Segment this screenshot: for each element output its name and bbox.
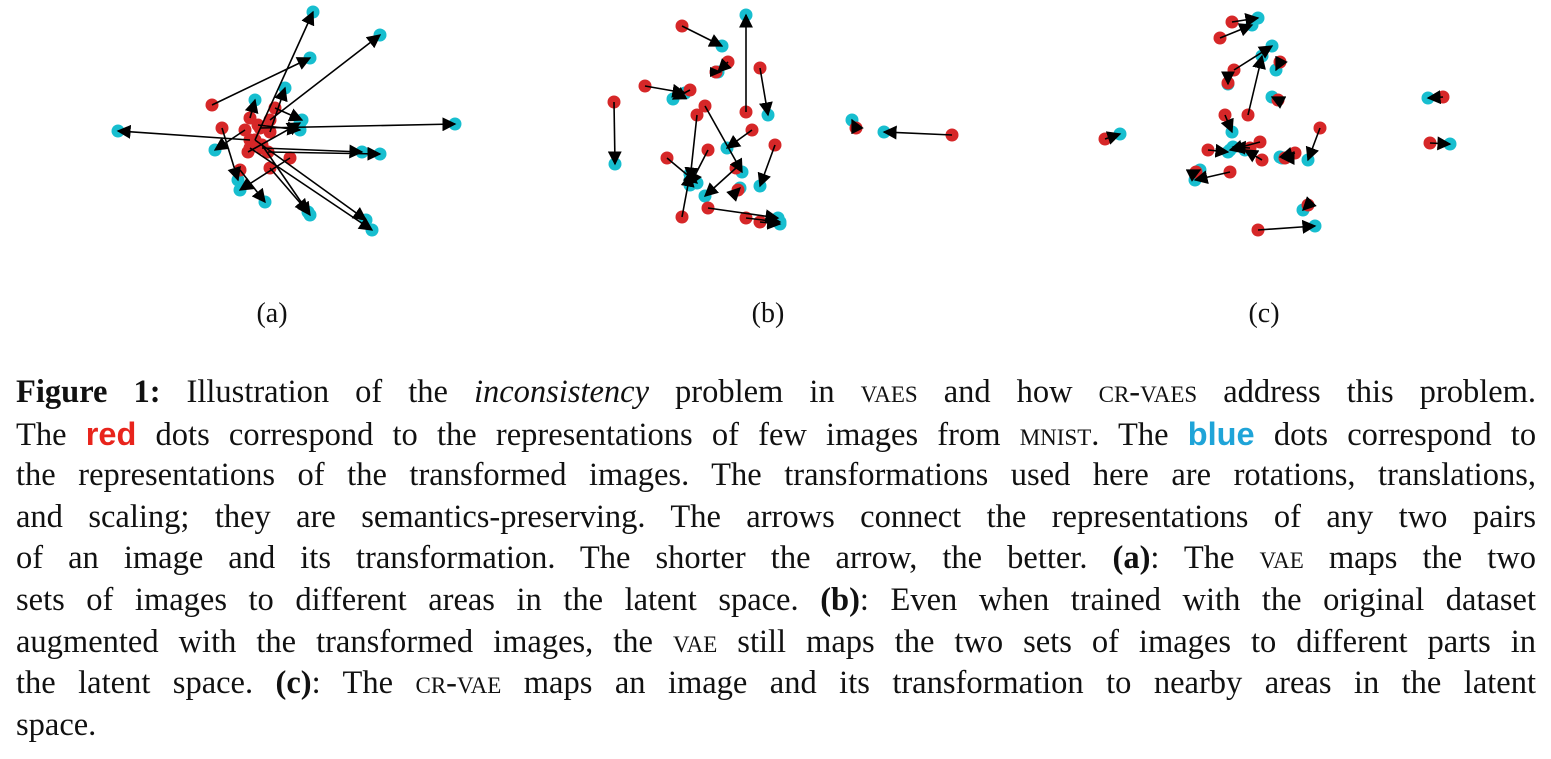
pair-arrow <box>259 117 457 132</box>
pair-arrow <box>1243 149 1263 163</box>
pair-arrow <box>1185 169 1202 182</box>
pair-arrow <box>267 146 382 161</box>
pair-arrow <box>238 157 291 191</box>
caption-line-3: the representations of the transformed i… <box>16 457 1536 494</box>
pair-arrow <box>1207 143 1230 158</box>
figure-caption: Figure 1: Illustration of the inconsiste… <box>16 372 1536 746</box>
figure-label: Figure 1: <box>16 374 161 410</box>
pair-arrow <box>254 10 315 141</box>
pair-arrow <box>261 144 364 159</box>
panel-label-a: (a) <box>256 298 288 329</box>
pair-arrow <box>269 167 309 214</box>
pair-arrow <box>671 86 691 100</box>
original-point <box>215 121 229 135</box>
caption-line-7: augmented with the transformed images, t… <box>16 623 1537 660</box>
pair-arrow <box>269 86 288 133</box>
panel-label-b: (b) <box>751 298 785 329</box>
caption-line-1: Figure 1: Illustration of the inconsiste… <box>16 374 1537 410</box>
pair-arrow <box>1305 127 1321 162</box>
pair-arrow <box>681 25 724 47</box>
panel-a-plot <box>111 5 462 237</box>
pair-arrow <box>1231 140 1251 155</box>
panel-b-plot <box>607 8 959 231</box>
pair-arrow <box>269 34 382 121</box>
pair-arrow <box>607 101 622 166</box>
pair-arrow <box>717 58 732 73</box>
pair-arrow <box>247 122 302 153</box>
caption-line-8: the latent space. (c): The cr-vae maps a… <box>16 665 1536 702</box>
pair-arrow <box>116 124 251 141</box>
pair-arrow <box>726 187 741 202</box>
pair-arrow <box>1302 196 1317 211</box>
caption-line-2: The red dots correspond to the represent… <box>16 415 1537 453</box>
pair-arrow <box>254 139 368 221</box>
pair-arrow <box>703 167 737 197</box>
pair-arrow <box>211 57 312 106</box>
pair-arrow <box>1257 219 1317 234</box>
pair-arrow <box>1220 114 1234 134</box>
pair-arrow <box>684 114 699 182</box>
pair-arrow <box>758 67 773 117</box>
pair-arrow <box>1426 90 1444 105</box>
pair-arrow <box>274 107 304 122</box>
pair-arrow <box>704 105 743 174</box>
pair-arrow <box>882 125 953 140</box>
pair-arrow <box>1429 136 1452 151</box>
blue-keyword: blue <box>1187 415 1255 452</box>
pair-arrow <box>1231 12 1260 27</box>
pair-arrow <box>213 129 246 151</box>
pair-arrow <box>1275 55 1288 72</box>
pair-arrow <box>680 172 695 218</box>
caption-line-9: space. <box>16 706 97 743</box>
pair-arrow <box>710 67 722 77</box>
pair-arrow <box>851 118 864 135</box>
pair-arrow <box>757 144 776 188</box>
pair-arrow <box>1270 96 1287 109</box>
pair-arrow <box>644 83 687 98</box>
pair-arrow <box>759 215 782 230</box>
pair-arrow <box>725 129 753 149</box>
pair-arrow <box>1219 23 1254 39</box>
pair-arrow <box>707 207 780 224</box>
pair-arrow <box>1247 54 1266 116</box>
red-keyword: red <box>85 415 137 452</box>
pair-arrow <box>249 147 374 231</box>
caption-line-6: sets of images to different areas in the… <box>16 581 1537 618</box>
panel-c-plot <box>1098 11 1457 237</box>
pair-arrow <box>221 127 241 182</box>
caption-line-5: of an image and its transformation. The … <box>16 540 1536 577</box>
figure-1-scatter-panels <box>111 5 1457 237</box>
pair-arrow <box>1104 131 1122 145</box>
pair-arrow <box>244 98 259 119</box>
caption-line-4: and scaling; they are semantics-preservi… <box>16 498 1536 535</box>
panel-label-c: (c) <box>1248 298 1280 329</box>
